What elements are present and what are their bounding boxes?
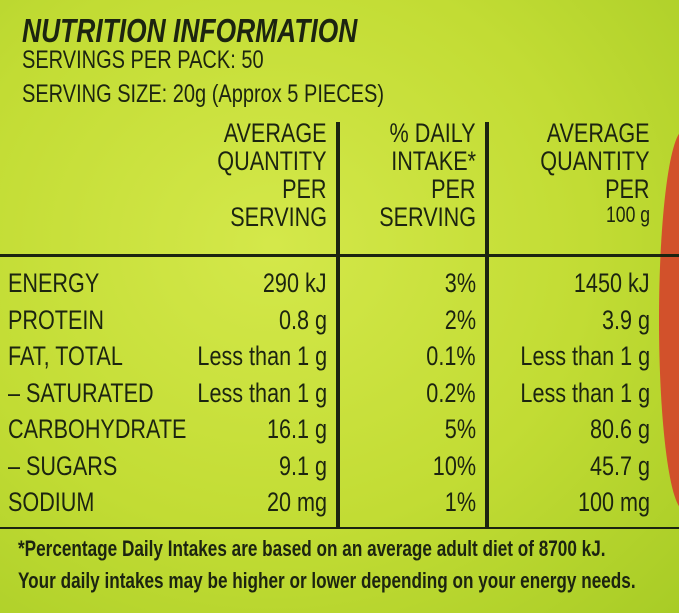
- cell: 290 kJ: [263, 268, 327, 298]
- column-rule: [336, 122, 340, 527]
- cell: 5%: [444, 414, 476, 444]
- cell: Less than 1 g: [197, 341, 327, 371]
- column-header: AVERAGE: [547, 118, 650, 148]
- column-rule: [485, 122, 489, 527]
- row-label: FAT, TOTAL: [8, 341, 123, 371]
- row-label: SODIUM: [8, 487, 95, 517]
- cell: 20 mg: [266, 487, 327, 517]
- cell: 0.1%: [426, 341, 476, 371]
- cell: Less than 1 g: [197, 377, 327, 408]
- row-label: – SUGARS: [8, 450, 118, 481]
- column-header: SERVING: [379, 202, 476, 232]
- cell: 3.9 g: [601, 304, 650, 335]
- cell: 3%: [444, 268, 476, 298]
- cell: 0.8 g: [278, 304, 327, 335]
- pack-edge: [659, 130, 679, 510]
- column-header: PER: [431, 174, 476, 204]
- footer-rule: [0, 527, 679, 529]
- cell: 16.1 g: [266, 414, 327, 444]
- row-label: CARBOHYDRATE: [8, 414, 187, 444]
- row-label: PROTEIN: [8, 304, 105, 335]
- cell: Less than 1 g: [520, 377, 650, 408]
- cell: 10%: [432, 450, 476, 481]
- column-header: PER: [605, 174, 650, 204]
- cell: 80.6 g: [589, 414, 650, 444]
- cell: 0.2%: [426, 377, 476, 408]
- column-header: SERVING: [230, 202, 327, 232]
- column-header: QUANTITY: [540, 146, 650, 176]
- serving-size: SERVING SIZE: 20g (Approx 5 PIECES): [22, 80, 384, 108]
- footnote: *Percentage Daily Intakes are based on a…: [18, 536, 606, 561]
- cell: 2%: [444, 304, 476, 335]
- title: NUTRITION INFORMATION: [22, 12, 358, 49]
- column-header: PER: [282, 174, 327, 204]
- column-header: 100 g: [605, 202, 650, 227]
- cell: 100 mg: [577, 487, 650, 517]
- cell: Less than 1 g: [520, 341, 650, 371]
- header-rule: [0, 254, 679, 257]
- column-header: QUANTITY: [217, 146, 327, 176]
- row-label: – SATURATED: [8, 377, 154, 408]
- servings: SERVINGS PER PACK: 50: [22, 46, 264, 74]
- cell: 45.7 g: [589, 450, 650, 481]
- cell: 9.1 g: [278, 450, 327, 481]
- footnote: Your daily intakes may be higher or lowe…: [18, 568, 636, 593]
- cell: 1450 kJ: [574, 268, 650, 298]
- column-header: AVERAGE: [224, 118, 327, 148]
- cell: 1%: [444, 487, 476, 517]
- column-header: % DAILY: [389, 118, 476, 148]
- row-label: ENERGY: [8, 268, 100, 298]
- column-header: INTAKE*: [391, 146, 476, 176]
